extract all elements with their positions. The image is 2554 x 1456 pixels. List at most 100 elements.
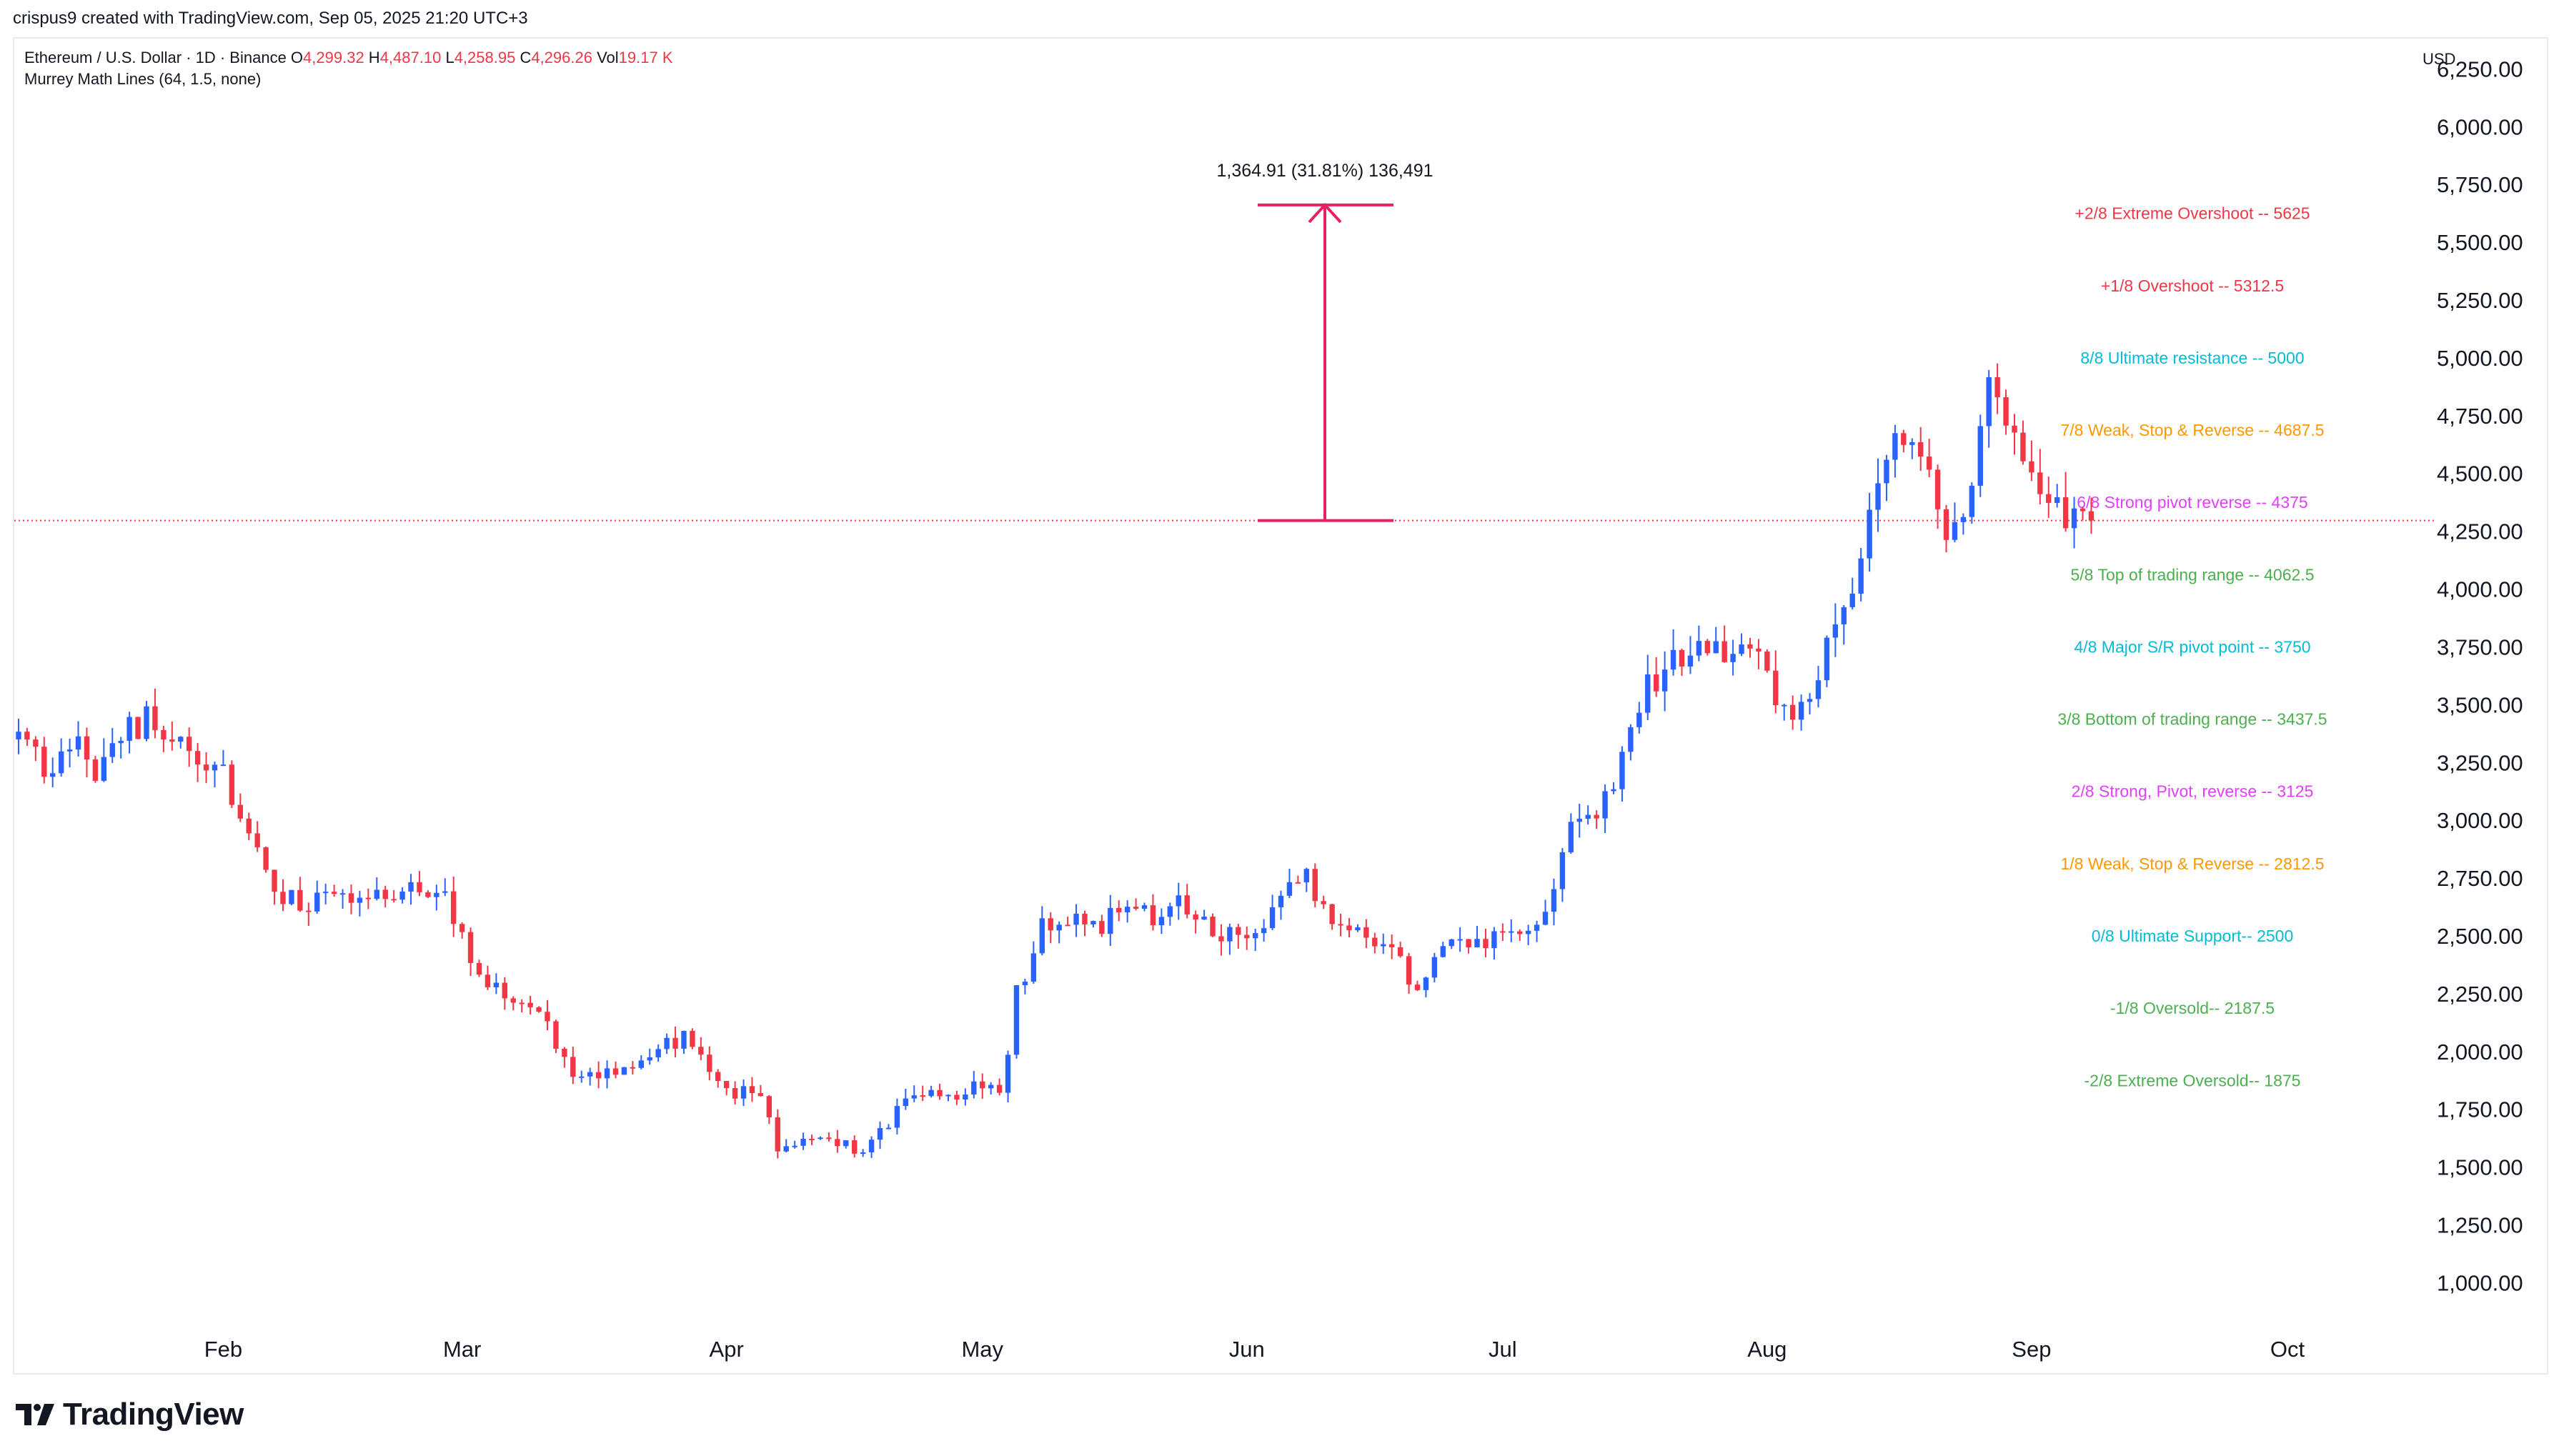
candle-body (1286, 882, 1293, 896)
murrey-label: 4/8 Major S/R pivot point -- 3750 (2074, 637, 2310, 656)
candle-body (2054, 497, 2060, 503)
candle-body (152, 706, 158, 730)
candle-body (314, 892, 320, 912)
candle-body (1534, 924, 1540, 931)
candle-body (928, 1089, 934, 1097)
candle-body (1090, 921, 1096, 924)
x-tick-label: May (961, 1337, 1003, 1362)
candle-body (1227, 927, 1233, 942)
candle-body (519, 1002, 525, 1004)
candle-body (1661, 669, 1668, 692)
candle-body (980, 1081, 985, 1089)
legend-symbol: Ethereum / U.S. Dollar · 1D · Binance O4… (24, 49, 673, 66)
tradingview-logo[interactable]: TradingView (16, 1397, 244, 1432)
candle-body (434, 892, 439, 897)
candle-body (988, 1084, 994, 1089)
candle-body (860, 1152, 866, 1155)
candle-body (1517, 931, 1523, 934)
candle-body (2029, 461, 2034, 473)
murrey-label: 8/8 Ultimate resistance -- 5000 (2080, 349, 2304, 367)
candle-body (237, 804, 244, 819)
candle-body (954, 1095, 960, 1100)
candle-body (2071, 508, 2077, 529)
candle-body (2012, 425, 2017, 433)
murrey-label: 3/8 Bottom of trading range -- 3437.5 (2057, 710, 2327, 729)
candle-body (1789, 704, 1796, 720)
legend-value: O (291, 49, 303, 66)
candle-body (885, 1127, 892, 1130)
candle-body (135, 717, 141, 739)
candle-body (272, 869, 277, 892)
legend-value: 4,487.10 (380, 49, 446, 66)
candle-body (1568, 822, 1574, 852)
candle-body (289, 889, 294, 904)
candle-body (766, 1096, 772, 1117)
y-tick-label: 6,250.00 (2437, 56, 2523, 81)
chart-frame[interactable]: Ethereum / U.S. Dollar · 1D · Binance O4… (13, 37, 2548, 1375)
price-range-measure[interactable]: 1,364.91 (31.81%) 136,491 (1216, 161, 1433, 522)
candle-body (297, 889, 303, 911)
measure-label: 1,364.91 (31.81%) 136,491 (1216, 161, 1433, 181)
candle-body (1193, 914, 1198, 920)
candle-body (971, 1081, 977, 1095)
candlestick-series (16, 363, 2095, 1159)
candle-body (1500, 931, 1506, 933)
time-axis[interactable]: Feb Mar Apr May Jun Jul Aug Sep Oct (204, 1337, 2305, 1362)
candle-body (792, 1145, 797, 1147)
candle-body (852, 1140, 858, 1154)
candle-body (843, 1140, 849, 1147)
candle-body (1108, 907, 1113, 934)
candle-body (655, 1049, 661, 1057)
candle-body (2088, 511, 2095, 521)
candle-body (749, 1086, 755, 1094)
candle-body (263, 847, 269, 870)
y-tick-label: 3,500.00 (2437, 692, 2523, 717)
candle-body (1321, 901, 1326, 904)
candle-body (2080, 508, 2086, 512)
murrey-label: +1/8 Overshoot -- 5312.5 (2101, 276, 2284, 295)
y-tick-label: 2,750.00 (2437, 866, 2523, 891)
candle-body (1867, 509, 1872, 559)
candle-body (1397, 947, 1403, 957)
candle-body (775, 1117, 780, 1152)
candle-body (41, 747, 47, 777)
candle-body (75, 736, 81, 750)
candle-body (1926, 456, 1932, 470)
candle-body (109, 743, 115, 757)
y-tick-label: 3,000.00 (2437, 808, 2523, 833)
murrey-label: -1/8 Oversold-- 2187.5 (2110, 999, 2275, 1017)
murrey-label: 0/8 Ultimate Support-- 2500 (2092, 927, 2294, 945)
candle-body (996, 1084, 1003, 1093)
price-chart[interactable]: Ethereum / U.S. Dollar · 1D · Binance O4… (14, 39, 2550, 1376)
candle-body (1158, 917, 1165, 925)
x-tick-label: Jul (1489, 1337, 1517, 1362)
candle-body (1056, 924, 1062, 931)
candle-body (161, 729, 167, 740)
candle-body (740, 1086, 747, 1099)
candle-body (536, 1007, 542, 1012)
candle-body (1645, 674, 1651, 713)
candle-body (1756, 648, 1762, 652)
candle-body (66, 749, 73, 752)
candle-body (690, 1030, 695, 1047)
candle-body (118, 740, 124, 744)
candle-body (1363, 927, 1369, 938)
candle-body (408, 882, 414, 892)
candle-body (579, 1076, 585, 1078)
candle-body (1858, 558, 1864, 594)
candle-body (527, 1002, 533, 1007)
candle-body (1082, 913, 1088, 924)
candle-body (1542, 912, 1549, 925)
price-axis[interactable]: USD 1,000.00 1,250.00 1,500.00 1,750.00 2,000… (2423, 50, 2523, 1295)
axis-currency: USD (2423, 50, 2455, 68)
candle-body (1252, 933, 1258, 939)
candle-body (467, 932, 474, 963)
murrey-label: 2/8 Strong, Pivot, reverse -- 3125 (2072, 782, 2314, 801)
candle-body (374, 889, 379, 899)
murrey-label: +2/8 Extreme Overshoot -- 5625 (2074, 204, 2310, 223)
chart-attribution: crispus9 created with TradingView.com, S… (13, 9, 528, 28)
tradingview-logo-text: TradingView (63, 1397, 244, 1432)
candle-body (280, 892, 286, 904)
y-tick-label: 1,750.00 (2437, 1097, 2523, 1122)
candle-body (2037, 472, 2043, 494)
